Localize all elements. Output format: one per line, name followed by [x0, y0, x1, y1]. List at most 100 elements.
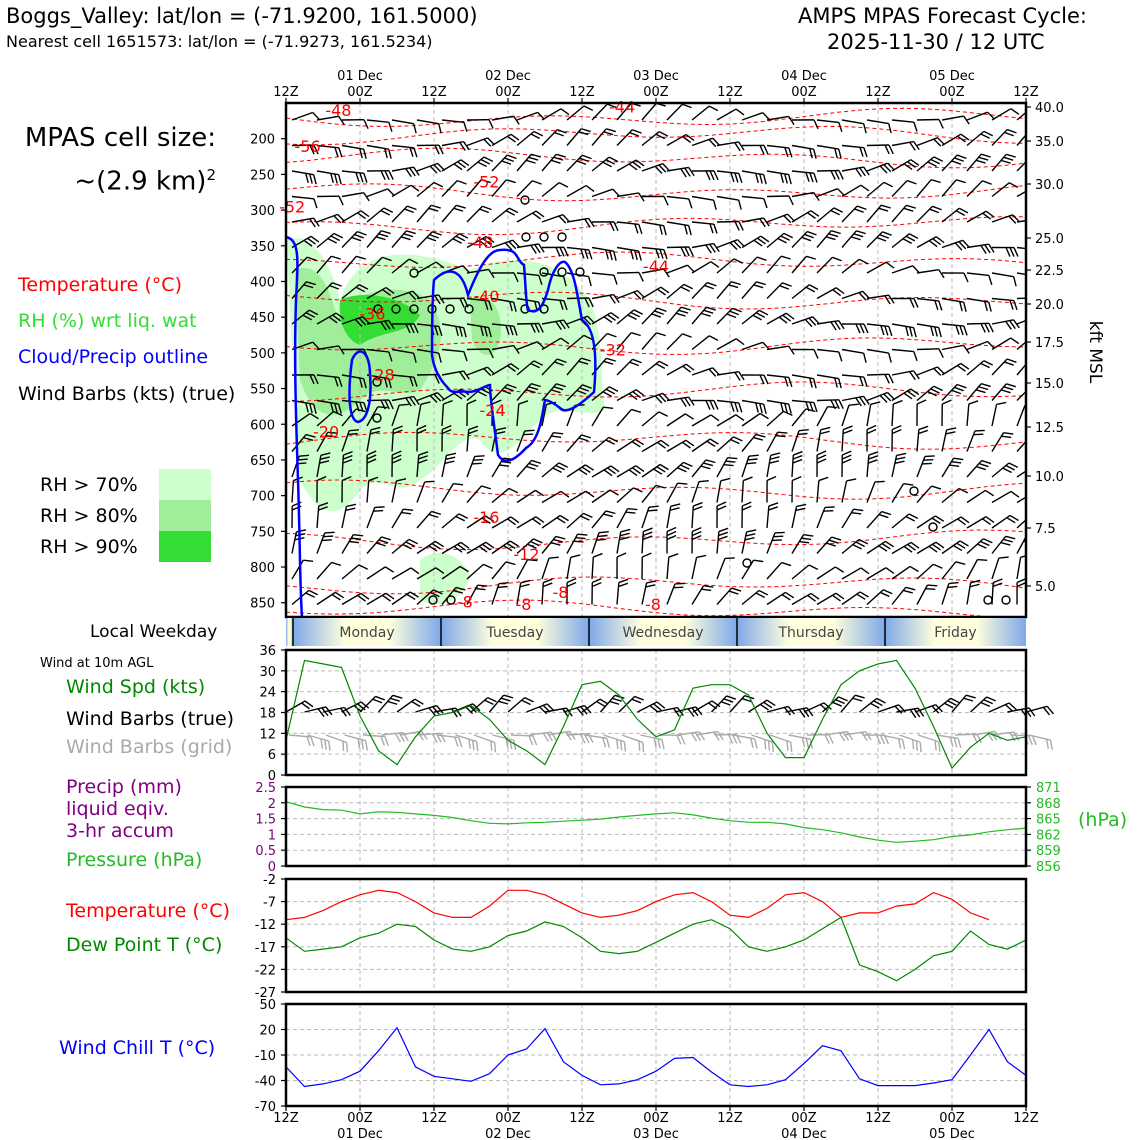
rh80-region	[470, 297, 501, 355]
wind-barb	[966, 558, 988, 580]
wind-barb	[541, 514, 569, 529]
wind-barb	[891, 483, 914, 503]
wind-barb-grid	[751, 734, 774, 752]
wind-barb	[916, 236, 945, 249]
pressure-tick-label: 550	[250, 383, 275, 398]
wind-barb	[816, 406, 838, 427]
wind-barb	[516, 111, 546, 121]
wind-barb	[716, 414, 745, 427]
y-tick-label: 1.5	[255, 813, 276, 828]
pressure-tick-label: 600	[250, 418, 275, 433]
wind-barb	[941, 487, 969, 504]
wind-barb	[841, 184, 870, 198]
wind-barb	[1016, 490, 1026, 504]
isotherm-line	[286, 125, 1026, 146]
pressure-axis-label: 859	[1036, 844, 1061, 859]
isotherm-label: -40	[473, 287, 499, 306]
wind-barb	[991, 358, 1017, 376]
wind-barb	[391, 166, 420, 178]
top-tick-label: 12Z	[865, 85, 891, 100]
calm-marker	[742, 558, 752, 568]
rh80-label: RH > 80%	[40, 505, 138, 527]
rh80-swatch	[159, 500, 211, 531]
wind-barb	[916, 268, 945, 279]
wind-barb	[491, 239, 521, 251]
wind-barb	[441, 204, 466, 223]
wind-barb	[566, 357, 591, 376]
wind-barb	[891, 265, 921, 274]
isotherm-line	[286, 183, 1026, 202]
calm-marker	[446, 595, 456, 605]
wind-barb	[966, 322, 994, 333]
wind-barb	[766, 561, 792, 580]
wind-barb-grid	[806, 733, 834, 744]
wind-barb-true	[840, 694, 865, 713]
weekday-band	[885, 618, 1026, 646]
wind-barb	[791, 230, 817, 248]
wind-barb	[341, 503, 357, 529]
wind-spd-label: Wind Spd (kts)	[66, 676, 206, 698]
pressure-axis-label: 856	[1036, 860, 1061, 875]
wind-barb	[841, 567, 870, 580]
cycle-title: AMPS MPAS Forecast Cycle:	[798, 4, 1087, 28]
pressure-tick-label: 650	[250, 454, 275, 469]
wind-barb	[616, 290, 645, 300]
wind-barb	[691, 585, 714, 605]
wind-barb	[466, 366, 495, 377]
wind-barb	[416, 348, 442, 363]
wind-barbs-true-label: Wind Barbs (true)	[66, 708, 235, 730]
wind-barb-grid	[473, 734, 497, 753]
wind-barb	[591, 489, 619, 504]
wind-barb	[566, 246, 593, 260]
wind-barb	[541, 490, 570, 504]
pressure-tick-label: 750	[250, 525, 275, 540]
wind-barb	[666, 363, 695, 376]
bottom-tick-label: 00Z	[495, 1111, 521, 1126]
wind-barb	[541, 153, 566, 172]
wind-barb	[641, 463, 669, 478]
top-tick-label: 12Z	[717, 85, 743, 100]
wind-barb	[541, 462, 569, 478]
wind-barb	[766, 345, 795, 355]
windchill-line	[285, 1026, 1027, 1088]
wind-barb	[816, 426, 831, 452]
pressure-tick-label: 500	[250, 347, 275, 362]
wind-barb	[741, 309, 769, 325]
cycle-time: 2025-11-30 / 12 UTC	[827, 30, 1045, 54]
wind-barb	[866, 181, 894, 198]
wind-barb	[841, 290, 871, 301]
wind-barb	[341, 450, 353, 478]
wind-barb	[741, 589, 769, 606]
wind-barb	[391, 374, 418, 387]
bottom-tick-label: 12Z	[865, 1111, 891, 1126]
wind-barb	[991, 108, 1020, 121]
wind-barb	[391, 403, 410, 427]
wind-barb	[816, 592, 845, 606]
wind-barb	[591, 246, 617, 261]
y-tick-label: 30	[259, 665, 276, 680]
rh90-swatch	[159, 531, 211, 562]
wind-barb	[666, 582, 685, 605]
bottom-tick-label: 12Z	[717, 1111, 743, 1126]
wind-barb	[766, 195, 794, 206]
wind-barb	[1016, 577, 1026, 605]
wind-barb	[1016, 217, 1026, 223]
wind-barb	[841, 591, 869, 606]
wind-speed-panel: 0 6 12 18 24 30 36	[259, 644, 1054, 784]
height-tick-label: 5.0	[1035, 580, 1056, 595]
wind-barb	[316, 399, 342, 414]
wind-barb	[791, 191, 820, 202]
wind-barb	[491, 115, 520, 125]
height-tick-label: 35.0	[1035, 135, 1064, 150]
wind-barb	[766, 399, 792, 414]
y-tick-label: 1	[268, 828, 276, 843]
wind-barb	[341, 475, 352, 503]
weekday-label: Wednesday	[622, 625, 703, 641]
y-tick-label: -70	[255, 1100, 276, 1115]
wind-barb	[591, 406, 614, 427]
wind-barb	[641, 268, 670, 278]
wind-barb	[416, 261, 445, 274]
wind-barb	[391, 205, 417, 223]
wind-barb	[841, 538, 869, 555]
wind-barb	[616, 271, 644, 282]
